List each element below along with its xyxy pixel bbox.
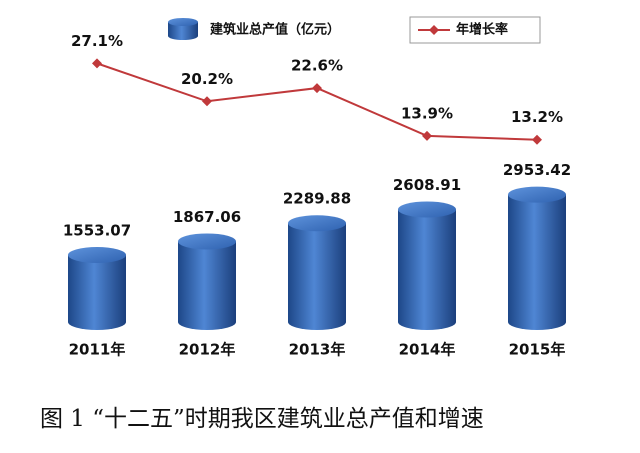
data-label: 1867.06: [173, 208, 241, 226]
data-label: 27.1%: [71, 32, 123, 50]
cylinder-bar: [178, 233, 236, 330]
data-label: 2953.42: [503, 161, 571, 179]
legend-marker: [429, 25, 439, 35]
line-marker: [312, 83, 322, 94]
line-marker: [202, 96, 212, 107]
cylinder-body: [178, 241, 236, 322]
cylinder-bar: [398, 201, 456, 330]
x-tick-label: 2014年: [399, 341, 456, 359]
x-tick-label: 2012年: [179, 341, 236, 359]
legend-icon: [168, 22, 198, 36]
data-label: 22.6%: [291, 57, 343, 75]
data-label: 13.9%: [401, 104, 453, 122]
data-label: 13.2%: [511, 108, 563, 126]
cylinder-top: [288, 215, 346, 232]
data-label: 1553.07: [63, 221, 131, 239]
cylinder-body: [288, 223, 346, 322]
data-label: 20.2%: [181, 70, 233, 88]
growth-line: [96, 62, 538, 141]
caption: 图 1 “十二五”时期我区建筑业总产值和增速: [40, 406, 484, 432]
cylinder-bar: [68, 246, 126, 330]
x-tick-label: 2013年: [289, 341, 346, 359]
cylinder-body: [508, 194, 566, 322]
cylinder-body: [398, 209, 456, 322]
legend-label: 建筑业总产值（亿元）: [210, 22, 340, 38]
x-tick-label: 2011年: [69, 341, 126, 359]
legend-bar-icon: [168, 18, 198, 40]
line-marker: [532, 134, 542, 145]
cylinder-top: [178, 233, 236, 250]
cylinder-top: [68, 246, 126, 263]
cylinder-top: [398, 201, 456, 218]
legend-box: [409, 16, 541, 44]
cylinder-bar: [288, 215, 346, 330]
cylinder-top: [508, 186, 566, 203]
line-marker: [92, 58, 102, 69]
legend-icon: [168, 18, 198, 26]
data-label: 2289.88: [283, 190, 351, 208]
line-marker: [422, 130, 432, 141]
cylinder-body: [68, 254, 126, 322]
cylinder-bar: [508, 186, 566, 330]
legend-label: 年增长率: [456, 22, 508, 38]
data-label: 2608.91: [393, 176, 461, 194]
x-tick-label: 2015年: [509, 341, 566, 359]
